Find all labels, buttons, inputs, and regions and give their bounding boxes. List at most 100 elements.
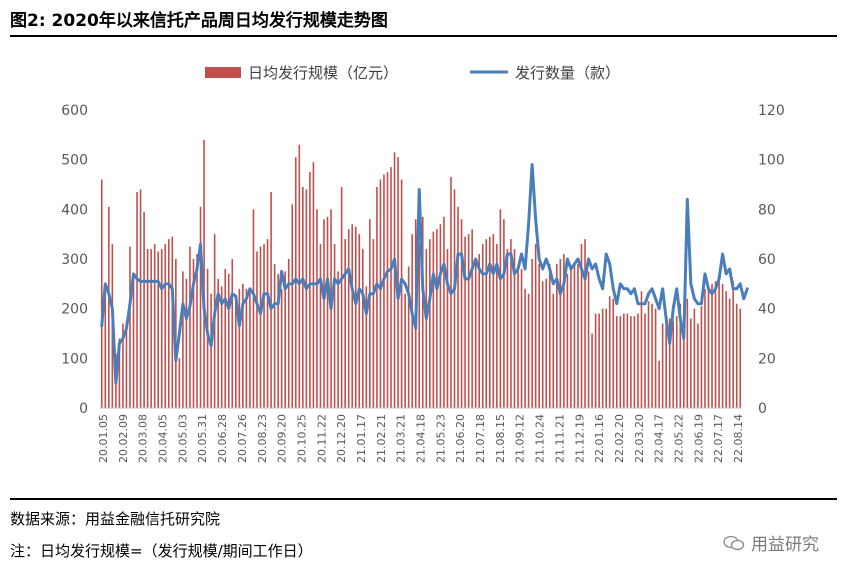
x-tick-label: 20.03.08 xyxy=(137,414,150,463)
bar xyxy=(425,249,428,408)
y-right-tick-label: 100 xyxy=(758,153,785,169)
bar xyxy=(492,234,495,408)
bar xyxy=(273,263,276,408)
bar xyxy=(446,249,449,408)
bar xyxy=(259,246,262,408)
bar xyxy=(464,236,466,408)
bar xyxy=(217,278,219,408)
bar xyxy=(249,288,251,408)
bar xyxy=(707,286,710,408)
bar xyxy=(732,281,734,408)
bar xyxy=(150,249,152,408)
legend-swatch-bar xyxy=(205,67,241,78)
bar xyxy=(711,283,713,408)
bar xyxy=(520,268,523,408)
bar xyxy=(510,239,512,408)
bar xyxy=(517,266,519,408)
bar xyxy=(439,224,442,408)
bar xyxy=(647,301,650,408)
x-tick-label: 22.02.20 xyxy=(613,414,626,463)
y-right-tick-label: 60 xyxy=(758,252,776,268)
bar xyxy=(721,283,724,408)
bar xyxy=(626,313,629,408)
top-rule xyxy=(10,35,837,37)
bar xyxy=(270,191,272,408)
bar xyxy=(566,273,569,408)
bar xyxy=(203,139,205,409)
watermark: 用益研究 xyxy=(723,530,819,555)
bar xyxy=(231,259,234,408)
bar xyxy=(697,323,699,408)
bar xyxy=(365,286,368,408)
bar xyxy=(323,219,325,408)
bar xyxy=(252,209,255,408)
wechat-icon xyxy=(723,535,745,550)
bar xyxy=(220,286,223,408)
bar xyxy=(686,298,689,408)
bar xyxy=(524,288,526,408)
bar xyxy=(146,249,149,408)
bar xyxy=(594,313,597,408)
bar xyxy=(573,263,576,408)
bar xyxy=(347,229,350,408)
bar xyxy=(679,303,682,408)
y-left-tick-label: 200 xyxy=(61,302,88,318)
bar xyxy=(333,244,336,408)
bar xyxy=(704,288,706,408)
bar xyxy=(633,316,636,408)
bar xyxy=(160,249,163,408)
bar xyxy=(404,293,406,408)
bar xyxy=(499,209,502,408)
x-tick-label: 21.03.21 xyxy=(395,414,408,463)
bar xyxy=(545,278,548,408)
bar xyxy=(238,288,241,408)
bar xyxy=(587,271,590,408)
bar xyxy=(407,266,410,408)
bar xyxy=(227,273,230,408)
x-tick-label: 21.09.12 xyxy=(514,414,527,463)
bar xyxy=(305,189,308,408)
bar xyxy=(471,229,473,408)
bar xyxy=(481,244,484,408)
bar xyxy=(598,313,600,408)
bar xyxy=(153,244,156,408)
bar xyxy=(534,244,537,408)
bar xyxy=(182,271,184,408)
bar xyxy=(665,321,667,408)
bar xyxy=(302,186,304,408)
bar xyxy=(608,296,611,408)
bar xyxy=(354,226,357,408)
x-tick-label: 20.11.22 xyxy=(315,414,328,463)
bar xyxy=(199,206,202,408)
bar xyxy=(548,263,551,408)
x-tick-label: 21.12.19 xyxy=(573,414,586,463)
bar xyxy=(340,186,343,408)
bar xyxy=(531,259,533,408)
bar xyxy=(432,231,435,408)
bar xyxy=(319,244,322,408)
note-text: 注：日均发行规模=（发行规模/期间工作日） xyxy=(10,542,313,560)
bar xyxy=(224,268,227,408)
bar xyxy=(185,278,188,408)
bar xyxy=(108,206,110,408)
bar xyxy=(196,254,198,408)
y-left-tick-label: 400 xyxy=(61,202,88,218)
bar xyxy=(277,273,279,408)
bar xyxy=(577,263,579,408)
bar xyxy=(693,308,696,408)
bar xyxy=(672,321,675,408)
bar xyxy=(725,291,727,408)
x-tick-label: 21.04.18 xyxy=(415,414,428,463)
bar xyxy=(192,259,195,408)
source-text: 数据来源：用益金融信托研究院 xyxy=(10,510,221,528)
bar xyxy=(541,281,544,408)
bar xyxy=(714,281,717,408)
bar xyxy=(189,246,191,408)
x-tick-label: 20.08.23 xyxy=(256,414,269,463)
bar xyxy=(485,239,488,408)
bar xyxy=(429,239,431,408)
bar xyxy=(640,291,643,408)
bar xyxy=(344,239,346,408)
bar xyxy=(118,338,121,408)
x-tick-label: 21.02.21 xyxy=(375,414,388,463)
